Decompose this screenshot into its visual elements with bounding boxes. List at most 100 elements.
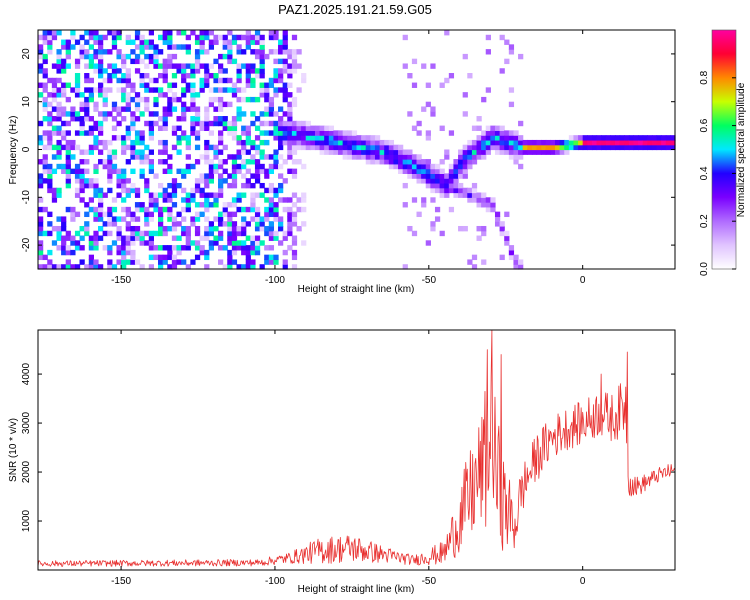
spectrogram-cell: [171, 182, 178, 189]
spectrogram-cell: [144, 187, 150, 194]
spectrogram-cell: [227, 49, 233, 55]
spectrogram-cell: [148, 264, 154, 270]
spectrogram-cell: [430, 106, 436, 112]
spectrogram-cell: [199, 173, 205, 179]
spectrogram-cell: [144, 106, 150, 112]
spectrogram-cell: [51, 225, 58, 232]
spectrogram-cell: [476, 144, 482, 151]
spectrogram-cell: [476, 116, 482, 122]
spectrogram-cell: [162, 34, 168, 41]
spectrogram-cell: [287, 135, 293, 141]
spectrogram-cell: [314, 144, 321, 151]
spectrogram-cell: [47, 230, 53, 237]
spectrogram-cell: [79, 178, 85, 184]
spectrogram-cell: [42, 53, 48, 60]
spectrogram-cell: [241, 206, 247, 213]
spectrogram-cell: [56, 58, 62, 65]
spectrogram-cell: [38, 139, 44, 146]
spectrogram-cell: [250, 216, 256, 222]
spectrogram-cell: [222, 68, 228, 74]
spectrogram-cell: [278, 240, 284, 246]
spectrogram-cell: [61, 111, 67, 117]
spectrogram-cell: [282, 125, 288, 131]
spectrogram-cell: [467, 259, 473, 265]
spectrogram-cell: [144, 159, 150, 165]
spectrogram-cell: [74, 63, 81, 69]
spectrogram-cell: [222, 120, 228, 127]
spectrogram-cell: [227, 259, 233, 265]
spectrogram-cell: [171, 245, 178, 251]
spectrogram-cell: [273, 259, 279, 265]
spectrogram-cell: [471, 197, 478, 203]
spectrogram-cell: [181, 168, 187, 174]
spectrogram-cell: [158, 192, 164, 198]
spectrogram-cell: [171, 144, 178, 151]
spectrogram-cell: [504, 135, 510, 141]
spectrogram-cell: [148, 130, 154, 136]
spectrogram-cell: [199, 87, 205, 93]
spectrogram-cell: [218, 63, 224, 69]
spectrogram-cell: [231, 249, 238, 256]
spectrogram-cell: [287, 230, 293, 237]
spectrogram-cell: [264, 206, 270, 213]
spectrogram-cell: [208, 178, 215, 184]
spectrogram-cell: [144, 221, 150, 227]
spectrogram-cell: [462, 187, 468, 194]
spectrogram-cell: [264, 106, 270, 112]
spectrogram-cell: [130, 87, 136, 93]
spectrogram-cell: [218, 178, 224, 184]
spectrogram-cell: [536, 144, 542, 151]
spectrogram-cell: [56, 163, 62, 170]
spectrogram-cell: [467, 159, 473, 165]
spectrogram-cell: [51, 240, 58, 246]
spectrogram-cell: [56, 106, 62, 112]
spectrogram-cell: [393, 154, 399, 160]
spectrogram-cell: [204, 116, 210, 122]
spectrogram-cell: [476, 202, 482, 208]
spectrogram-cell: [227, 125, 233, 131]
spectrogram-cell: [181, 63, 187, 69]
spectrogram-cell: [167, 264, 173, 270]
spectrogram-cell: [148, 163, 154, 170]
spectrogram-cell: [218, 245, 224, 251]
spectrogram-cell: [158, 73, 164, 79]
spectrogram-cell: [190, 187, 196, 194]
spectrogram-cell: [102, 245, 108, 251]
spectrogram-cell: [499, 254, 505, 261]
spectrogram-cell: [176, 63, 182, 69]
spectrogram-cell: [88, 92, 94, 98]
spectrogram-cell: [218, 96, 224, 103]
spectrogram-cell: [185, 163, 191, 170]
spectrogram-cell: [453, 187, 459, 194]
spectrogram-cell: [102, 101, 108, 108]
spectrogram-cell: [485, 87, 491, 93]
spectrogram-cell: [51, 63, 58, 69]
spectrogram-cell: [291, 264, 298, 270]
spectrogram-cell: [241, 225, 247, 232]
spectrogram-cell: [51, 130, 58, 136]
spectrogram-cell: [421, 63, 427, 69]
spectrogram-cell: [130, 82, 136, 88]
spectrogram-cell: [508, 144, 515, 151]
spectrogram-cell: [231, 202, 238, 208]
spectrogram-cell: [444, 77, 450, 84]
spectrogram-cell: [218, 173, 224, 179]
spectrogram-cell: [494, 149, 501, 155]
spectrogram-cell: [167, 211, 173, 218]
spectrogram-cell: [490, 130, 496, 136]
spectrogram-cell: [527, 144, 533, 151]
spectrogram-cell: [42, 34, 48, 41]
spectrogram-cell: [458, 173, 464, 179]
spectrogram-cell: [121, 245, 127, 251]
spectrogram-cell: [111, 135, 118, 141]
spectrogram-cell: [471, 149, 478, 155]
spectrogram-cell: [208, 163, 215, 170]
spectrogram-cell: [264, 111, 270, 117]
spectrogram-cell: [213, 87, 219, 93]
spectrogram-cell: [47, 168, 53, 174]
spectrogram-cell: [121, 240, 127, 246]
spectrogram-cell: [254, 30, 261, 36]
spectrogram-cell: [162, 63, 168, 69]
spectrogram-cell: [176, 245, 182, 251]
spectrogram-cell: [125, 92, 131, 98]
